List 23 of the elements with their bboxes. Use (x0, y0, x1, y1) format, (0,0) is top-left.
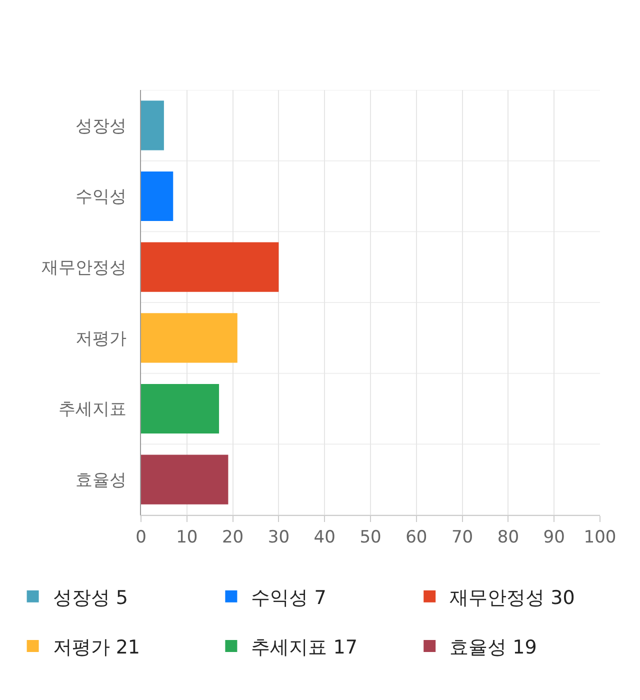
y-tick-label: 성장성 (76, 116, 127, 136)
x-tick-label: 100 (584, 527, 616, 548)
y-tick-label: 재무안정성 (42, 258, 127, 278)
x-tick-label: 60 (406, 527, 428, 548)
x-tick-label: 40 (314, 527, 336, 548)
legend-label: 재무안정성 30 (450, 586, 575, 609)
y-tick-label: 효율성 (76, 470, 127, 491)
x-tick-label: 70 (451, 527, 474, 548)
y-tick-label: 저평가 (76, 328, 127, 349)
legend-label: 추세지표 17 (251, 636, 358, 658)
x-tick-label: 10 (176, 527, 198, 548)
x-tick-label: 20 (222, 527, 244, 548)
legend-label: 저평가 21 (52, 636, 140, 658)
y-tick-label: 수익성 (76, 187, 127, 208)
x-tick-label: 30 (268, 527, 290, 548)
x-tick-label: 80 (497, 527, 520, 548)
legend-label: 성장성 5 (52, 586, 128, 609)
y-tick-label: 추세지표 (58, 400, 127, 420)
x-tick-label: 0 (136, 527, 146, 548)
x-tick-label: 50 (360, 527, 382, 548)
legend-label: 효율성 19 (450, 636, 537, 658)
x-tick-label: 90 (543, 527, 565, 548)
legend-label: 수익성 7 (251, 586, 326, 609)
